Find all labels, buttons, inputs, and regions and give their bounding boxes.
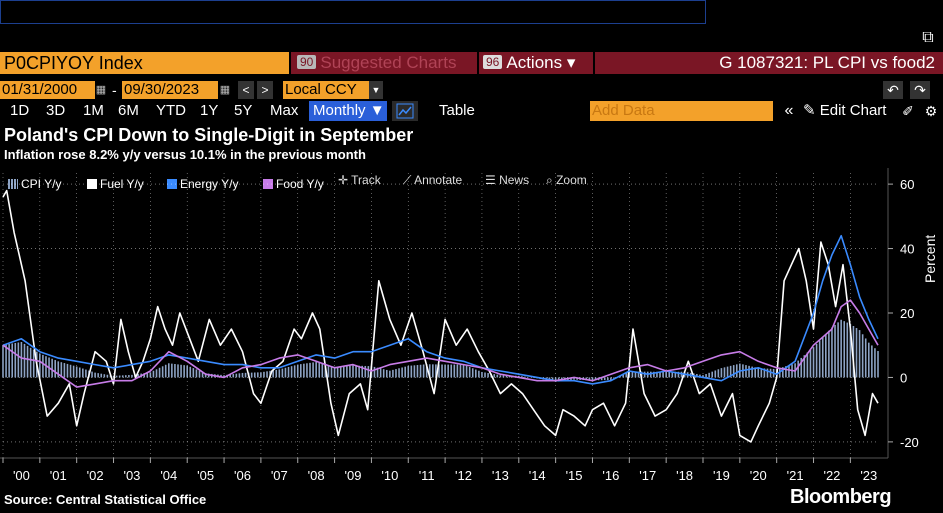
- annotate-button[interactable]: ⟋ Annotate: [403, 171, 462, 189]
- legend-swatch: [8, 179, 18, 189]
- x-tick-label: '18: [676, 468, 693, 483]
- x-tick-label: '09: [345, 468, 362, 483]
- x-tick-label: '16: [602, 468, 619, 483]
- end-date-input[interactable]: 09/30/2023: [122, 81, 218, 99]
- y-tick-label: 20: [900, 306, 914, 321]
- x-tick-label: '20: [750, 468, 767, 483]
- line-chart-icon[interactable]: [392, 101, 418, 121]
- actions-menu-button[interactable]: 96 Actions ▾: [479, 52, 593, 74]
- legend-label: Energy Y/y: [180, 177, 239, 191]
- zoom-label: Zoom: [556, 173, 587, 187]
- calendar-icon[interactable]: ▦: [95, 84, 107, 96]
- source-note: Source: Central Statistical Office: [4, 492, 207, 507]
- x-tick-label: '23: [860, 468, 877, 483]
- x-tick-label: '15: [566, 468, 583, 483]
- calendar-icon[interactable]: ▦: [219, 84, 231, 96]
- command-line-input[interactable]: [0, 0, 706, 24]
- bloomberg-logo: Bloomberg: [790, 486, 892, 508]
- period-1d[interactable]: 1D: [10, 102, 30, 119]
- x-tick-label: '06: [234, 468, 251, 483]
- period-ytd[interactable]: YTD: [156, 102, 186, 119]
- x-tick-label: '08: [308, 468, 325, 483]
- next-period-button[interactable]: >: [257, 81, 273, 99]
- y-tick-label: 40: [900, 242, 914, 257]
- zoom-button[interactable]: ⌕ Zoom: [546, 171, 587, 189]
- x-tick-label: '04: [160, 468, 177, 483]
- collapse-chevron-icon[interactable]: «: [784, 102, 794, 119]
- x-tick-label: '07: [271, 468, 288, 483]
- edit-chart-label: Edit Chart: [819, 102, 887, 119]
- x-tick-label: '12: [455, 468, 472, 483]
- start-date-input[interactable]: 01/31/2000: [0, 81, 95, 99]
- pencil-icon: ✎: [803, 102, 820, 119]
- period-1m[interactable]: 1M: [83, 102, 104, 119]
- fuel-series-line: [2, 189, 879, 443]
- x-tick-label: '10: [381, 468, 398, 483]
- undo-icon[interactable]: ↶: [883, 81, 903, 99]
- table-button[interactable]: Table: [439, 102, 475, 119]
- chart-subheadline: Inflation rose 8.2% y/y versus 10.1% in …: [4, 147, 366, 162]
- news-label: News: [499, 173, 530, 187]
- legend-item-cpi: CPI Y/y: [8, 175, 61, 193]
- suggested-charts-label: Suggested Charts: [320, 53, 457, 72]
- y-tick-label: 60: [900, 177, 914, 192]
- y-axis-label: Percent: [922, 234, 938, 283]
- track-button[interactable]: ✛ Track: [338, 171, 381, 189]
- x-tick-label: '02: [87, 468, 104, 483]
- edit-settings-icon[interactable]: ✐: [902, 103, 914, 119]
- zoom-icon: ⌕: [546, 173, 557, 187]
- annotate-label: Annotate: [414, 173, 463, 187]
- x-tick-label: '14: [529, 468, 546, 483]
- redo-icon[interactable]: ↷: [910, 81, 930, 99]
- legend-label: CPI Y/y: [21, 177, 62, 191]
- x-tick-label: '11: [419, 468, 435, 483]
- graph-title: G 1087321: PL CPI vs food2: [595, 52, 943, 74]
- x-tick-label: '00: [13, 468, 30, 483]
- x-tick-label: '21: [787, 468, 804, 483]
- x-tick-label: '13: [492, 468, 509, 483]
- frequency-select[interactable]: Monthly ▼: [309, 101, 387, 121]
- annotate-icon: ⟋: [403, 173, 415, 187]
- chevron-down-icon: ▼: [369, 81, 383, 99]
- suggested-charts-button[interactable]: 90 Suggested Charts: [291, 52, 477, 74]
- period-3d[interactable]: 3D: [46, 102, 66, 119]
- x-tick-label: '19: [713, 468, 730, 483]
- currency-label: Local CCY: [285, 81, 357, 98]
- news-button[interactable]: ☰ News: [485, 171, 529, 189]
- ticker-field[interactable]: P0CPIYOY Index: [0, 52, 289, 74]
- period-max[interactable]: Max: [270, 102, 299, 119]
- y-tick-label: -20: [900, 435, 919, 450]
- x-tick-label: '03: [123, 468, 140, 483]
- add-data-input[interactable]: Add Data: [590, 101, 773, 121]
- legend-label: Fuel Y/y: [100, 177, 144, 191]
- x-tick-label: '17: [639, 468, 656, 483]
- actions-label: Actions ▾: [506, 53, 576, 72]
- period-5y[interactable]: 5Y: [234, 102, 253, 119]
- x-tick-label: '05: [197, 468, 214, 483]
- actions-code: 96: [483, 55, 503, 69]
- track-label: Track: [351, 173, 381, 187]
- food-series-line: [2, 299, 879, 388]
- period-6m[interactable]: 6M: [118, 102, 139, 119]
- crosshair-icon: ✛: [338, 173, 352, 187]
- edit-chart-button[interactable]: ✎ Edit Chart: [803, 101, 886, 121]
- x-tick-label: '22: [823, 468, 840, 483]
- x-tick-label: '01: [50, 468, 67, 483]
- prev-period-button[interactable]: <: [238, 81, 254, 99]
- gear-icon[interactable]: ⚙: [924, 103, 938, 119]
- period-1y[interactable]: 1Y: [200, 102, 219, 119]
- news-icon: ☰: [485, 173, 500, 187]
- currency-select[interactable]: Local CCY ▼: [283, 81, 383, 99]
- chart-headline: Poland's CPI Down to Single-Digit in Sep…: [4, 125, 414, 145]
- date-separator: -: [112, 82, 117, 98]
- y-tick-label: 0: [900, 370, 907, 385]
- energy-series-line: [2, 234, 879, 385]
- suggested-charts-code: 90: [297, 55, 317, 69]
- popout-icon[interactable]: ⧉: [922, 29, 934, 46]
